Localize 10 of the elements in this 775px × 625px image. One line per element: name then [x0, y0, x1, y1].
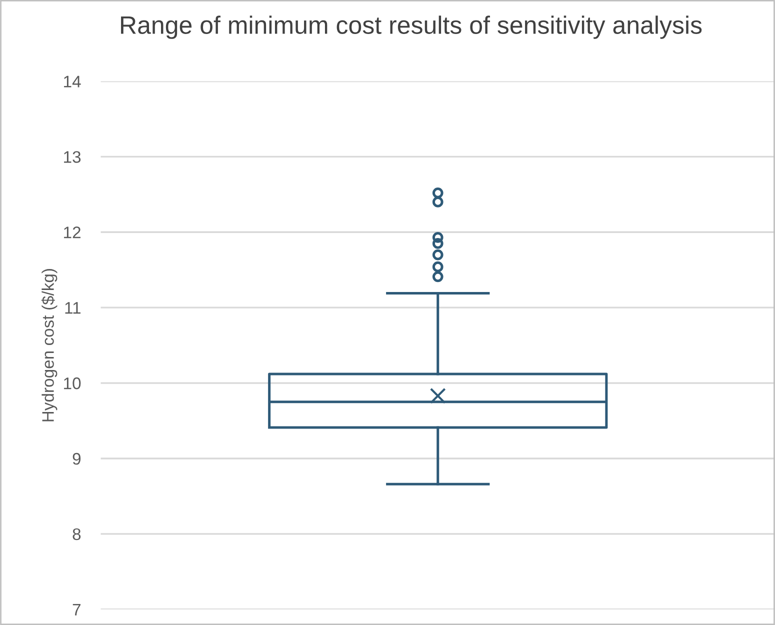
y-tick-label: 8 [72, 528, 81, 540]
y-tick-label: 9 [72, 452, 81, 465]
y-axis-title: Hydrogen cost ($/kg) [41, 268, 58, 422]
y-tick-label: 10 [64, 377, 81, 390]
y-tick-label: 12 [64, 226, 80, 238]
chart-title: Range of minimum cost results of sensitivity analysis [121, 16, 702, 39]
y-tick-label: 13 [64, 151, 81, 163]
y-tick-label: 7 [72, 604, 80, 616]
y-tick-label: 11 [65, 302, 80, 314]
y-tick-label: 14 [64, 76, 81, 88]
